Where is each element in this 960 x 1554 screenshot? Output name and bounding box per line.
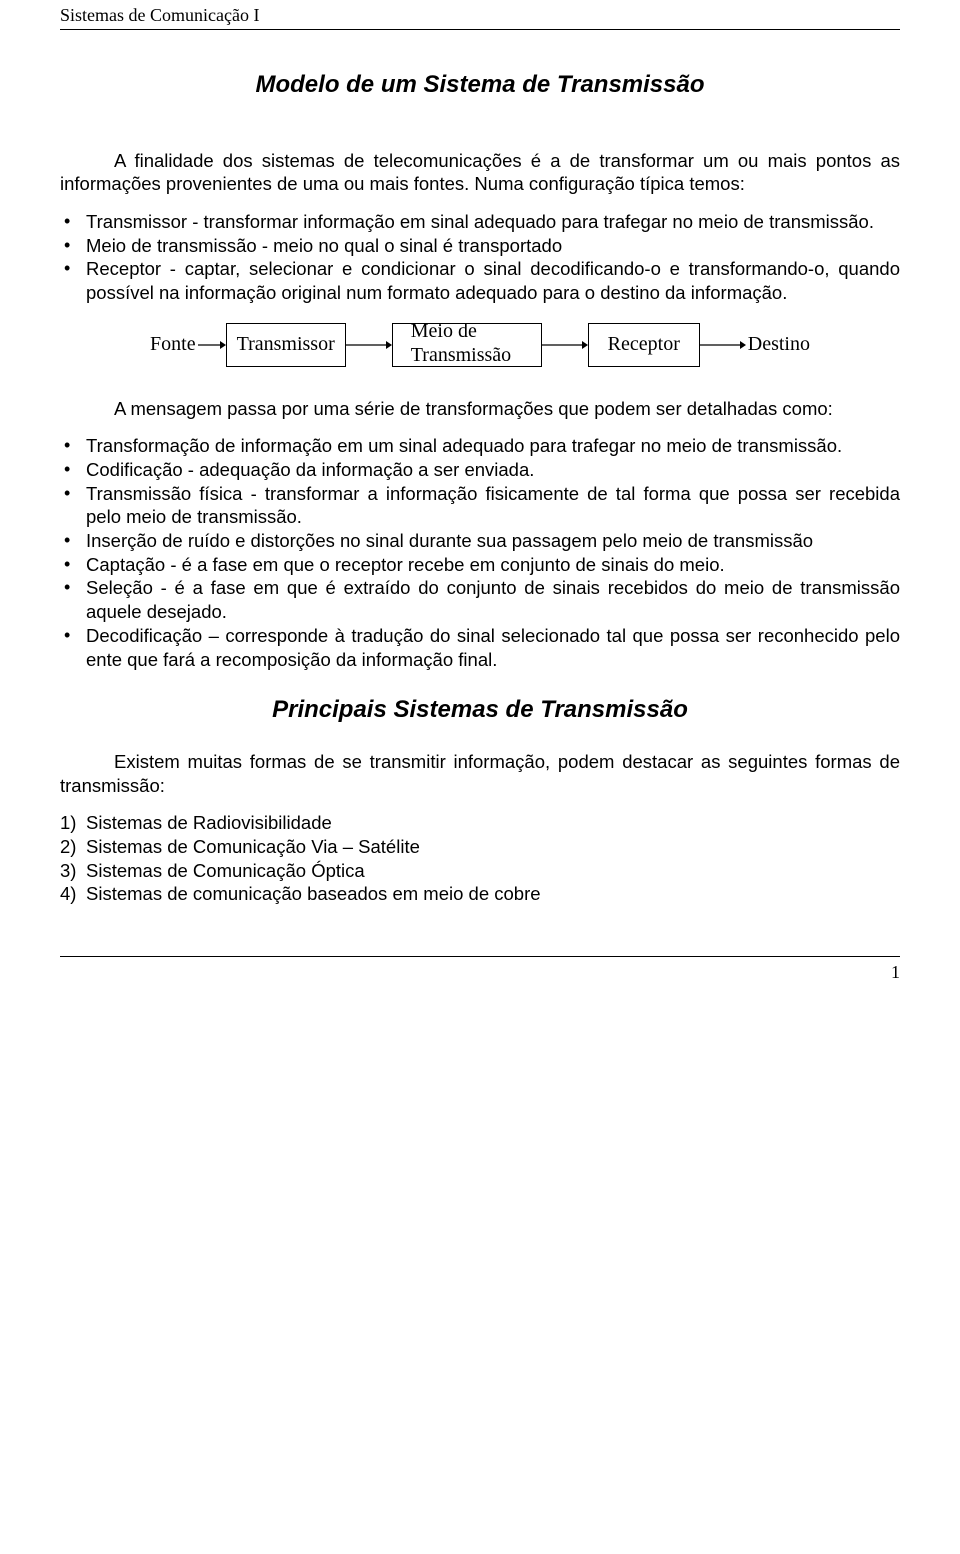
list-item: Seleção - é a fase em que é extraído do …: [60, 576, 900, 623]
config-list: Transmissor - transformar informação em …: [60, 210, 900, 305]
list-item: Codificação - adequação da informação a …: [60, 458, 900, 482]
flow-medium-label-2: Transmissão: [411, 343, 511, 367]
page-number: 1: [60, 956, 900, 984]
list-item: Captação - é a fase em que o receptor re…: [60, 553, 900, 577]
flow-source-label: Fonte: [148, 332, 198, 358]
list-item-text: Sistemas de Comunicação Óptica: [86, 860, 365, 881]
document-page: Sistemas de Comunicação I Modelo de um S…: [0, 0, 960, 1024]
document-title: Modelo de um Sistema de Transmissão: [60, 70, 900, 101]
flow-transmitter-label: Transmissor: [237, 332, 335, 358]
num-label: 3): [60, 859, 76, 883]
list-item: Meio de transmissão - meio no qual o sin…: [60, 234, 900, 258]
list-item: Receptor - captar, selecionar e condicio…: [60, 257, 900, 304]
list-item-text: Sistemas de Radiovisibilidade: [86, 812, 332, 833]
list-item: 1) Sistemas de Radiovisibilidade: [60, 811, 900, 835]
flow-receiver-label: Receptor: [608, 332, 680, 358]
num-label: 2): [60, 835, 76, 859]
page-header: Sistemas de Comunicação I: [60, 4, 900, 30]
flow-dest-label: Destino: [746, 332, 812, 358]
flow-medium-box: Meio de Transmissão: [392, 323, 542, 367]
list-item: 4) Sistemas de comunicação baseados em me…: [60, 882, 900, 906]
list-item: Inserção de ruído e distorções no sinal …: [60, 529, 900, 553]
list-item: Decodificação – corresponde à tradução d…: [60, 624, 900, 671]
list-item: Transmissor - transformar informação em …: [60, 210, 900, 234]
list-item: Transformação de informação em um sinal …: [60, 434, 900, 458]
flow-medium-label-1: Meio de: [411, 323, 477, 345]
list-item-text: Sistemas de Comunicação Via – Satélite: [86, 836, 420, 857]
flow-transmitter-box: Transmissor: [226, 323, 346, 367]
mid-paragraph: A mensagem passa por uma série de transf…: [60, 397, 900, 421]
num-label: 4): [60, 882, 76, 906]
intro-paragraph: A finalidade dos sistemas de telecomunic…: [60, 149, 900, 196]
sub-paragraph: Existem muitas formas de se transmitir i…: [60, 750, 900, 797]
transmission-flowchart: Fonte Transmissor Meio de Transmissão Re…: [60, 323, 900, 367]
list-item: 3) Sistemas de Comunicação Óptica: [60, 859, 900, 883]
list-item-text: Sistemas de comunicação baseados em meio…: [86, 883, 541, 904]
flow-arrow-icon: [700, 338, 746, 352]
systems-list: 1) Sistemas de Radiovisibilidade 2) Sistem…: [60, 811, 900, 906]
flow-arrow-icon: [542, 338, 588, 352]
subtitle: Principais Sistemas de Transmissão: [60, 695, 900, 726]
transform-list: Transformação de informação em um sinal …: [60, 434, 900, 671]
num-label: 1): [60, 811, 76, 835]
list-item: Transmissão física - transformar a infor…: [60, 482, 900, 529]
flow-arrow-icon: [346, 338, 392, 352]
list-item: 2) Sistemas de Comunicação Via – Satélite: [60, 835, 900, 859]
flow-receiver-box: Receptor: [588, 323, 700, 367]
flow-arrow-icon: [198, 338, 226, 352]
